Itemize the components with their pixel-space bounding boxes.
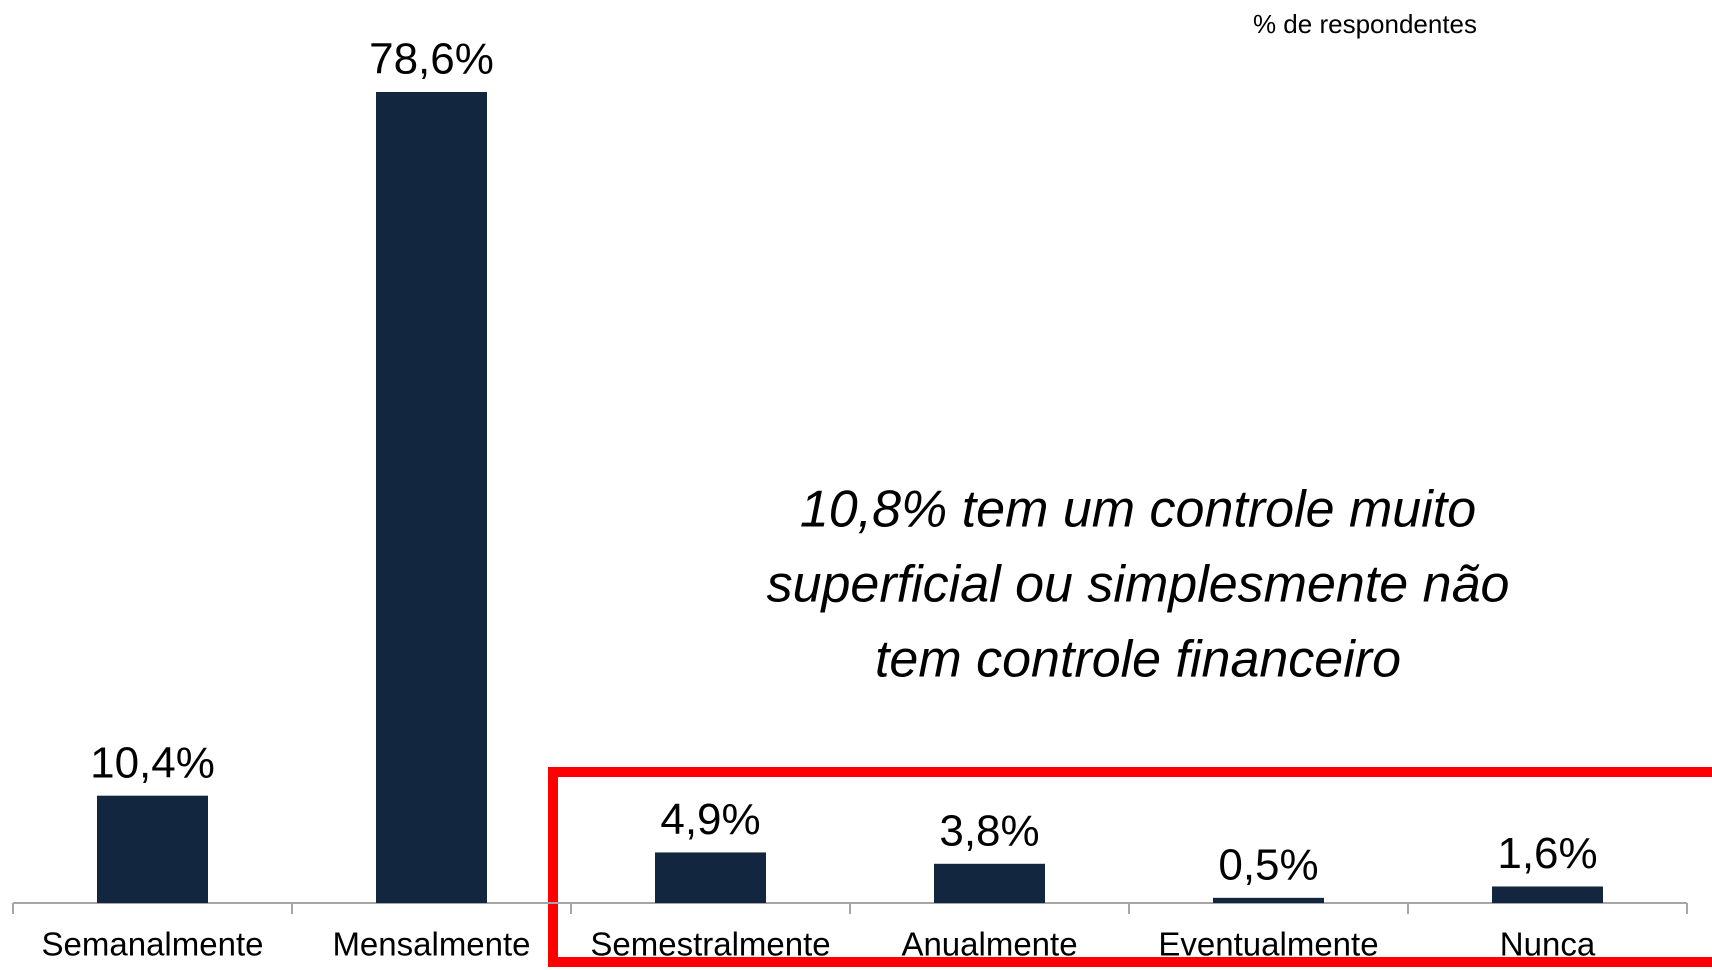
bar <box>1213 897 1324 903</box>
annotation: tem controle financeiro <box>875 631 1401 689</box>
x-tick-label: Semanalmente <box>42 926 264 963</box>
value-label: 0,5% <box>1218 840 1318 889</box>
annotation: superficial ou simplesmente não <box>767 556 1510 614</box>
x-tick-label: Nunca <box>1500 926 1596 963</box>
value-label: 3,8% <box>939 806 1039 855</box>
bar <box>376 92 487 903</box>
value-label: 10,4% <box>90 738 215 787</box>
bar <box>1492 886 1603 903</box>
bar <box>655 852 766 903</box>
x-tick-label: Mensalmente <box>332 926 530 963</box>
highlight-box <box>548 767 1712 967</box>
x-tick-label: Semestralmente <box>590 926 830 963</box>
x-tick-label: Eventualmente <box>1158 926 1378 963</box>
value-label: 78,6% <box>369 35 494 84</box>
x-tick-label: Anualmente <box>901 926 1077 963</box>
chart-subtitle: % de respondentes <box>1253 9 1477 39</box>
annotation: 10,8% tem um controle muito <box>800 481 1476 539</box>
value-label: 4,9% <box>660 795 760 844</box>
bar <box>934 863 1045 903</box>
bar <box>97 795 208 903</box>
value-label: 1,6% <box>1497 829 1597 878</box>
